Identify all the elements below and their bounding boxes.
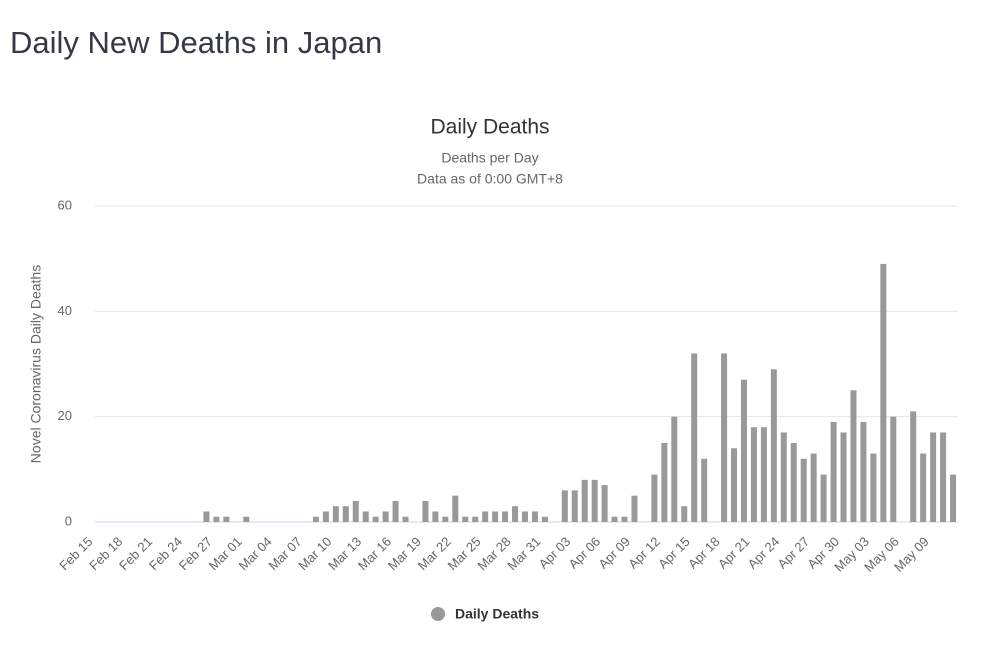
bar — [223, 516, 230, 522]
x-tick-label: Apr 18 — [685, 534, 723, 572]
bar — [452, 495, 459, 522]
bar — [770, 369, 777, 522]
bar — [531, 511, 538, 522]
x-tick-label: Apr 09 — [595, 534, 633, 572]
x-tick-label: Apr 24 — [745, 534, 783, 572]
bar — [750, 427, 757, 522]
bar — [422, 500, 429, 522]
bar — [930, 432, 937, 522]
bar — [472, 516, 479, 522]
bar — [352, 500, 359, 522]
bar — [840, 432, 847, 522]
x-tick-label: Apr 06 — [566, 534, 604, 572]
bar — [760, 427, 767, 522]
bar — [740, 379, 747, 522]
x-tick-label: Apr 12 — [625, 534, 663, 572]
bar — [362, 511, 369, 522]
x-tick-label: Apr 27 — [775, 534, 813, 572]
bar — [830, 421, 837, 522]
bar — [731, 448, 738, 522]
page-title: Daily New Deaths in Japan — [10, 25, 382, 60]
bar — [591, 479, 598, 522]
bar — [800, 458, 807, 522]
chart-subtitle: Deaths per Day — [441, 150, 538, 166]
bar — [651, 474, 658, 522]
bar — [243, 516, 250, 522]
bar — [691, 353, 698, 522]
y-tick-label: 20 — [58, 408, 72, 423]
bar — [392, 500, 399, 522]
chart-subtitle: Data as of 0:00 GMT+8 — [417, 171, 563, 187]
y-axis-label: Novel Coronavirus Daily Deaths — [28, 265, 44, 463]
bar — [462, 516, 469, 522]
bar — [342, 506, 349, 522]
bar — [372, 516, 379, 522]
bar — [502, 511, 509, 522]
bar — [601, 485, 608, 522]
bar — [820, 474, 827, 522]
bar — [512, 506, 519, 522]
bar — [611, 516, 618, 522]
bar — [810, 453, 817, 522]
legend-label: Daily Deaths — [455, 606, 539, 622]
chart-title: Daily Deaths — [430, 116, 549, 139]
x-tick-label: Apr 21 — [715, 534, 753, 572]
bar — [701, 458, 708, 522]
x-tick-label: Mar 31 — [504, 534, 543, 573]
y-tick-label: 60 — [58, 197, 72, 212]
bar — [482, 511, 489, 522]
bar — [950, 474, 957, 522]
bar — [940, 432, 947, 522]
bar — [322, 511, 329, 522]
bar — [312, 516, 319, 522]
bar — [910, 411, 917, 522]
bar — [790, 443, 797, 522]
x-tick-label: Apr 03 — [536, 534, 574, 572]
bar — [382, 511, 389, 522]
bar — [870, 453, 877, 522]
bar — [780, 432, 787, 522]
bar — [631, 495, 638, 522]
bar — [332, 506, 339, 522]
y-tick-label: 0 — [65, 513, 72, 528]
bar — [890, 416, 897, 522]
bar — [681, 506, 688, 522]
bar — [402, 516, 409, 522]
bar — [561, 490, 568, 522]
bar — [521, 511, 528, 522]
y-tick-label: 40 — [58, 303, 72, 318]
bar — [541, 516, 548, 522]
bar — [203, 511, 210, 522]
bar — [571, 490, 578, 522]
bar — [432, 511, 439, 522]
bar — [661, 443, 668, 522]
legend-marker — [431, 607, 445, 621]
bar — [850, 390, 857, 522]
bar — [721, 353, 728, 522]
x-tick-label: Apr 15 — [655, 534, 693, 572]
bar — [860, 421, 867, 522]
bar — [492, 511, 499, 522]
bar — [920, 453, 927, 522]
bar — [880, 263, 887, 522]
bar — [213, 516, 220, 522]
bar — [621, 516, 628, 522]
bar — [581, 479, 588, 522]
bar — [671, 416, 678, 522]
bar — [442, 516, 449, 522]
